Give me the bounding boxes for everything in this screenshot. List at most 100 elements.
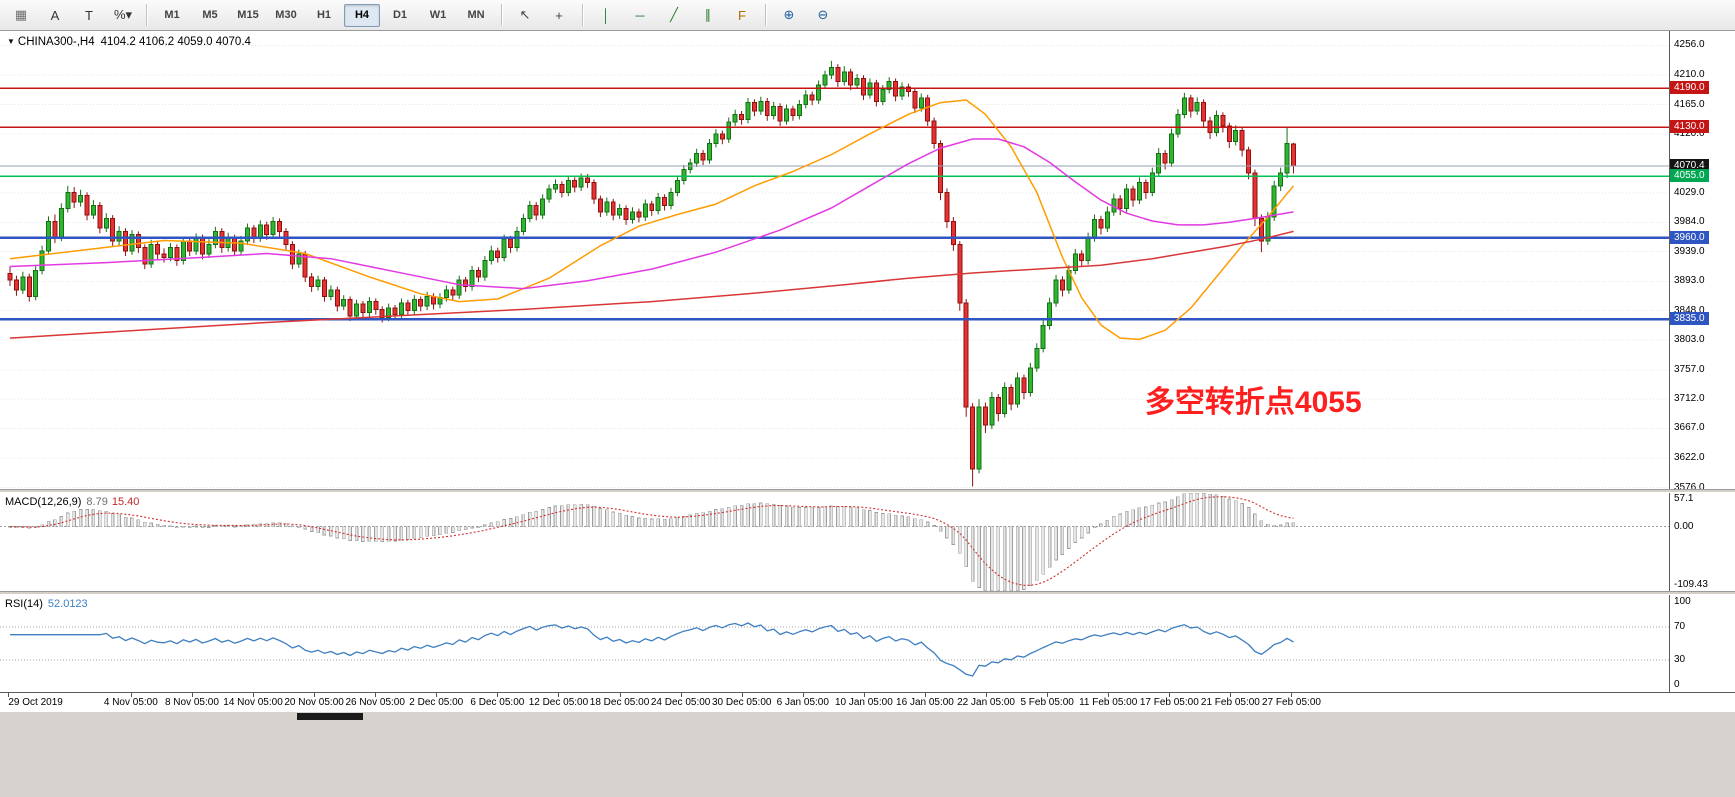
price-tick-label: 3893.0	[1674, 275, 1705, 287]
macd-main-value: 8.79	[86, 496, 108, 508]
macd-pane-surface[interactable]: MACD(12,26,9) 8.79 15.40	[0, 493, 1669, 591]
time-axis-tick	[1291, 693, 1293, 697]
grid-icon[interactable]: ▦	[14, 7, 28, 22]
timeframe-mn-button[interactable]: MN	[467, 9, 485, 21]
time-axis-tick	[1047, 693, 1049, 697]
time-axis-tick	[619, 693, 621, 697]
price-tick-label: 4029.0	[1674, 186, 1705, 198]
time-axis-label: 22 Jan 05:00	[957, 697, 1015, 708]
time-axis-label: 6 Dec 05:00	[470, 697, 525, 708]
timeframe-w1-button[interactable]: W1	[429, 9, 447, 21]
price-tick-label: 4165.0	[1674, 98, 1705, 110]
taskbar-fragment[interactable]	[297, 713, 363, 720]
toolbar: ▦ A T %▾ M1 M5 M15 M30 H1 H4 D1 W1 MN ↖ + │ ─ ╱ ∥ F ⊕ ⊖	[0, 0, 1735, 31]
pane-divider[interactable]	[0, 591, 1735, 595]
rsi-chart	[0, 622, 1669, 677]
main-price-axis: 4256.0 4210.0 4165.0 4120.0 4029.0 3984.0 3939…	[1670, 31, 1735, 493]
price-tick-label: 4256.0	[1674, 39, 1705, 51]
timeframe-h4-button[interactable]: H4	[344, 3, 380, 27]
time-axis-tick	[1230, 693, 1232, 697]
time-axis-label: 21 Feb 05:00	[1200, 697, 1260, 708]
timeframe-m30-button[interactable]: M30	[275, 9, 297, 21]
time-axis-tick	[191, 693, 193, 697]
trendline-icon[interactable]: ╱	[670, 7, 678, 22]
price-tick-label: 3939.0	[1674, 245, 1705, 257]
price-tick-label: 3848.0	[1674, 304, 1705, 316]
time-axis-tick	[253, 693, 255, 697]
time-axis-label: 29 Oct 2019	[8, 697, 63, 708]
cursor-icon[interactable]: ↖	[519, 7, 531, 22]
equidistant-channel-icon[interactable]: ∥	[704, 7, 712, 22]
timeframe-d1-button[interactable]: D1	[392, 9, 408, 21]
time-axis-label: 17 Feb 05:00	[1139, 697, 1199, 708]
horizontal-line-icon[interactable]: ─	[635, 7, 645, 23]
timeframe-m1-button[interactable]: M1	[164, 9, 180, 21]
chart-menu-icon[interactable]: ▼	[7, 37, 15, 46]
candlestick-chart	[0, 44, 1669, 489]
timeframe-group: M1 M5 M15 M30 H1 H4 D1 W1 MN	[153, 3, 495, 27]
time-axis-label: 12 Dec 05:00	[528, 697, 589, 708]
toolbar-separator	[501, 4, 502, 26]
zoom-out-icon[interactable]: ⊖	[817, 7, 829, 22]
time-axis-tick	[436, 693, 438, 697]
timeframe-h1-button[interactable]: H1	[316, 9, 332, 21]
toolbar-right-group: ↖ + │ ─ ╱ ∥ F ⊕ ⊖	[508, 3, 840, 28]
chart-area: ▼ CHINA300-,H4 4104.2 4106.2 4059.0 4070.4…	[0, 31, 1735, 712]
crosshair-icon[interactable]: +	[555, 7, 563, 23]
time-axis-tick	[680, 693, 682, 697]
main-chart-surface[interactable]: ▼ CHINA300-,H4 4104.2 4106.2 4059.0 4070.4…	[0, 31, 1669, 489]
time-axis-label: 5 Feb 05:00	[1020, 697, 1074, 708]
time-axis-tick	[1108, 693, 1110, 697]
macd-label: MACD(12,26,9) 8.79 15.40	[5, 496, 139, 508]
time-axis-label: 30 Dec 05:00	[711, 697, 772, 708]
chart-annotation-text[interactable]: 多空转折点4055	[1144, 385, 1362, 419]
vertical-line-icon[interactable]: │	[601, 7, 611, 23]
time-axis-label: 2 Dec 05:00	[409, 697, 464, 708]
time-axis-tick	[130, 693, 132, 697]
time-axis-label: 14 Nov 05:00	[223, 697, 283, 708]
rsi-axis-label: 100	[1674, 595, 1691, 607]
rsi-pane-surface[interactable]: RSI(14) 52.0123	[0, 595, 1669, 692]
time-axis-tick	[375, 693, 377, 697]
zoom-in-icon[interactable]: ⊕	[783, 7, 795, 22]
time-axis-label: 20 Nov 05:00	[284, 697, 344, 708]
chart-title: ▼ CHINA300-,H4 4104.2 4106.2 4059.0 4070.4	[7, 36, 251, 48]
time-axis-tick	[986, 693, 988, 697]
price-badge: 3960.0	[1670, 230, 1709, 244]
text-label-a-button[interactable]: A	[50, 7, 60, 23]
price-badge: 4055.0	[1670, 169, 1709, 183]
price-tick-label: 3576.0	[1674, 481, 1705, 493]
time-axis-label: 18 Dec 05:00	[589, 697, 650, 708]
macd-chart	[0, 493, 1669, 591]
price-axis[interactable]: 4256.0 4210.0 4165.0 4120.0 4029.0 3984.0 3939…	[1669, 31, 1735, 692]
text-tool-button[interactable]: T	[85, 7, 93, 23]
time-axis-label: 24 Dec 05:00	[650, 697, 711, 708]
time-axis-label: 26 Nov 05:00	[345, 697, 405, 708]
bottom-strip	[0, 712, 1735, 797]
time-axis-label: 11 Feb 05:00	[1079, 697, 1138, 708]
fibonacci-icon[interactable]: F	[738, 7, 746, 23]
time-axis-label: 6 Jan 05:00	[776, 697, 829, 708]
ohlc-values-label: 4104.2 4106.2 4059.0 4070.4	[100, 36, 251, 48]
price-tick-label: 3667.0	[1674, 422, 1705, 434]
price-tick-label: 3803.0	[1674, 334, 1705, 346]
time-axis-tick	[802, 693, 804, 697]
rsi-name: RSI(14)	[5, 598, 43, 610]
toolbar-separator	[582, 4, 583, 26]
macd-signal-value: 15.40	[111, 496, 140, 508]
toolbar-separator	[765, 4, 766, 26]
price-tick-label: 3622.0	[1674, 451, 1705, 463]
timeframe-m15-button[interactable]: M15	[237, 9, 259, 21]
time-axis-tick	[1169, 693, 1171, 697]
rsi-value: 52.0123	[47, 598, 88, 610]
timeframe-m5-button[interactable]: M5	[202, 9, 218, 21]
price-tick-label: 4210.0	[1674, 69, 1705, 81]
pane-divider[interactable]	[0, 489, 1735, 493]
macd-name: MACD(12,26,9)	[5, 496, 82, 508]
percent-scale-button[interactable]: %▾	[113, 7, 133, 22]
macd-axis-label: -109.43	[1674, 579, 1708, 590]
price-badge: 4070.4	[1670, 159, 1709, 173]
time-axis[interactable]: 29 Oct 2019 4 Nov 05:00 8 Nov 05:00 14 Nov …	[0, 692, 1735, 712]
price-badge: 4130.0	[1670, 120, 1709, 134]
